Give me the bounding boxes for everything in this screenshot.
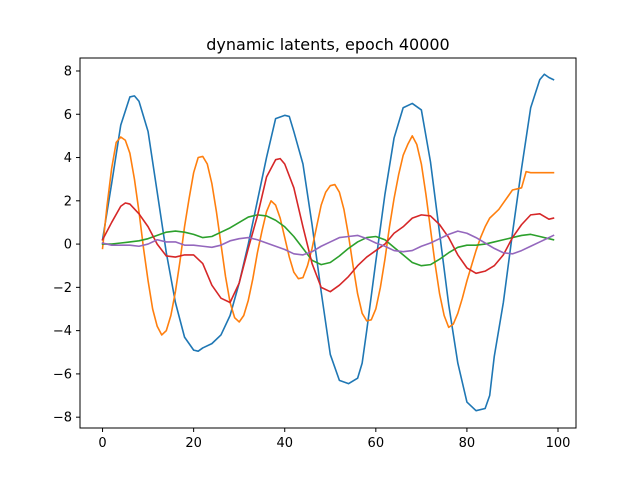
series-line-4 <box>101 157 555 304</box>
x-tick-label: 60 <box>368 436 385 451</box>
chart-title: dynamic latents, epoch 40000 <box>206 35 449 54</box>
plot-frame <box>79 57 577 429</box>
x-tick-label: 80 <box>459 436 476 451</box>
series-line-3 <box>101 214 555 267</box>
y-axis-ticks: −8 −6 −4 −2 0 2 4 6 8 <box>53 64 80 426</box>
x-tick-label: 0 <box>98 436 106 451</box>
y-tick-label: 4 <box>64 151 72 166</box>
series-line-1 <box>101 73 555 412</box>
x-tick-label: 20 <box>185 436 202 451</box>
series-line-5 <box>101 230 555 256</box>
y-tick-label: −4 <box>53 324 72 339</box>
series-layer <box>101 73 555 412</box>
series-line-2 <box>101 135 555 336</box>
y-tick-label: 0 <box>64 238 72 253</box>
y-tick-label: −8 <box>53 411 72 426</box>
y-tick-label: 2 <box>64 194 72 209</box>
y-tick-label: −6 <box>53 367 72 382</box>
x-axis-ticks: 0 20 40 60 80 100 <box>98 428 570 451</box>
y-tick-label: −2 <box>53 281 72 296</box>
x-tick-label: 40 <box>276 436 293 451</box>
x-tick-label: 100 <box>546 436 571 451</box>
y-tick-label: 6 <box>64 108 72 123</box>
y-tick-label: 8 <box>64 64 72 79</box>
